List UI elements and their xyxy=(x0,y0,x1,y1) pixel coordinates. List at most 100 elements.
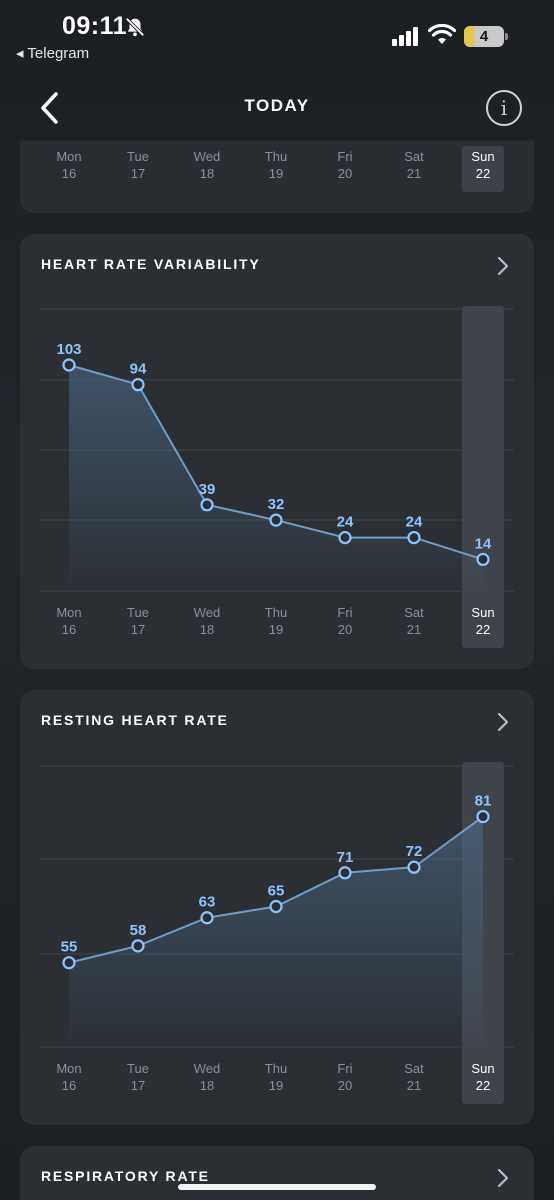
data-point[interactable] xyxy=(476,809,490,824)
back-chevron-icon[interactable] xyxy=(36,90,64,126)
weekday-date: 20 xyxy=(337,622,353,637)
chevron-right-icon[interactable] xyxy=(496,1168,510,1188)
data-point[interactable] xyxy=(200,498,214,512)
chevron-right-icon[interactable] xyxy=(496,712,510,732)
day-label-tue[interactable]: Tue 17 xyxy=(118,148,158,182)
rhr-card[interactable]: RESTING HEART RATE 55 58 63 65 71 72 81 Mon 16 Tu… xyxy=(20,690,534,1125)
data-label: 71 xyxy=(337,849,354,866)
day-label-thu[interactable]: Thu 19 xyxy=(256,1060,296,1094)
respiratory-rate-card[interactable]: RESPIRATORY RATE xyxy=(20,1146,534,1200)
day-label-mon[interactable]: Mon 16 xyxy=(49,148,89,182)
data-label: 24 xyxy=(337,514,354,531)
data-label: 39 xyxy=(199,481,216,498)
data-point[interactable] xyxy=(131,939,145,953)
day-label-fri[interactable]: Fri 20 xyxy=(325,604,365,638)
selected-day-highlight xyxy=(462,146,504,192)
page-title: TODAY xyxy=(244,96,310,115)
weekday-name: Tue xyxy=(127,149,149,164)
day-label-wed[interactable]: Wed 18 xyxy=(187,604,227,638)
weekday-date: 17 xyxy=(130,622,146,637)
weekday-name: Mon xyxy=(56,1061,82,1076)
weekday-name: Wed xyxy=(193,149,221,164)
data-point[interactable] xyxy=(338,530,352,545)
weekday-name: Sat xyxy=(404,605,424,620)
weekday-date: 19 xyxy=(268,622,284,637)
battery-level: 4 xyxy=(479,28,489,45)
data-label: 94 xyxy=(130,361,147,378)
weekday-name: Thu xyxy=(264,149,288,164)
weekday-date: 22 xyxy=(475,622,491,637)
line-chart: 55 58 63 65 71 72 81 xyxy=(40,765,514,1048)
weekday-date: 18 xyxy=(199,1078,215,1093)
status-time: 09:11 xyxy=(62,12,128,40)
weekday-name: Fri xyxy=(337,1061,353,1076)
weekday-date: 19 xyxy=(268,166,284,181)
info-icon: i xyxy=(500,96,508,120)
data-point[interactable] xyxy=(407,530,421,545)
weekday-date: 21 xyxy=(406,622,422,637)
data-point[interactable] xyxy=(62,358,76,372)
chevron-right-icon[interactable] xyxy=(496,256,510,276)
data-label: 81 xyxy=(475,793,492,810)
data-point[interactable] xyxy=(269,513,283,527)
day-label-mon[interactable]: Mon 16 xyxy=(49,1060,89,1094)
day-label-mon[interactable]: Mon 16 xyxy=(49,604,89,638)
weekday-date: 22 xyxy=(475,166,491,181)
data-point[interactable] xyxy=(338,866,352,880)
data-label: 103 xyxy=(56,341,81,358)
battery-level-fill xyxy=(464,26,474,47)
data-label: 58 xyxy=(130,922,147,939)
day-label-fri[interactable]: Fri 20 xyxy=(325,148,365,182)
weekday-date: 18 xyxy=(199,622,215,637)
day-label-wed[interactable]: Wed 18 xyxy=(187,148,227,182)
series-area xyxy=(69,364,483,590)
data-point[interactable] xyxy=(62,956,76,970)
hrv-card[interactable]: HEART RATE VARIABILITY 103 94 39 32 24 24 14 Mo… xyxy=(20,234,534,669)
hrv-card-title: HEART RATE VARIABILITY xyxy=(41,256,261,272)
day-label-thu[interactable]: Thu 19 xyxy=(256,148,296,182)
data-label: 32 xyxy=(268,496,285,513)
data-point[interactable] xyxy=(131,378,145,392)
weekday-name: Sat xyxy=(404,1061,424,1076)
day-label-wed[interactable]: Wed 18 xyxy=(187,1060,227,1094)
day-label-sun[interactable]: Sun 22 xyxy=(463,604,503,638)
info-button[interactable]: i xyxy=(486,90,522,126)
weekday-date: 16 xyxy=(61,1078,77,1093)
weekday-date: 19 xyxy=(268,1078,284,1093)
data-point[interactable] xyxy=(407,860,421,874)
back-to-app-link[interactable]: ◂ Telegram xyxy=(16,45,90,62)
day-label-thu[interactable]: Thu 19 xyxy=(256,604,296,638)
weekday-date: 16 xyxy=(61,166,77,181)
line-chart: 103 94 39 32 24 24 14 xyxy=(40,308,514,592)
weekday-name: Mon xyxy=(56,605,82,620)
weekday-name: Wed xyxy=(193,1061,221,1076)
day-label-tue[interactable]: Tue 17 xyxy=(118,604,158,638)
weekday-name: Thu xyxy=(264,1061,288,1076)
weekday-name: Tue xyxy=(127,605,149,620)
data-point[interactable] xyxy=(200,911,214,925)
day-label-sun[interactable]: Sun 22 xyxy=(463,148,503,182)
data-point[interactable] xyxy=(476,552,490,567)
day-label-sun[interactable]: Sun 22 xyxy=(463,1060,503,1094)
day-label-tue[interactable]: Tue 17 xyxy=(118,1060,158,1094)
series-area xyxy=(69,816,483,1047)
weekday-date: 22 xyxy=(475,1078,491,1093)
weekday-date: 21 xyxy=(406,1078,422,1093)
weekday-name: Mon xyxy=(56,149,82,164)
weekday-date: 20 xyxy=(337,1078,353,1093)
data-point[interactable] xyxy=(269,899,283,914)
weekday-name: Sun xyxy=(471,605,495,620)
day-label-fri[interactable]: Fri 20 xyxy=(325,1060,365,1094)
weekday-date: 16 xyxy=(61,622,77,637)
resp-card-title: RESPIRATORY RATE xyxy=(41,1168,210,1184)
weekday-name: Fri xyxy=(337,605,353,620)
day-label-sat[interactable]: Sat 21 xyxy=(394,604,434,638)
home-indicator[interactable] xyxy=(178,1184,376,1190)
rhr-card-title: RESTING HEART RATE xyxy=(41,712,229,728)
day-label-sat[interactable]: Sat 21 xyxy=(394,148,434,182)
day-label-sat[interactable]: Sat 21 xyxy=(394,1060,434,1094)
weekday-name: Sun xyxy=(471,1061,495,1076)
cellular-signal-icon xyxy=(392,27,418,46)
weekday-date: 20 xyxy=(337,166,353,181)
data-label: 55 xyxy=(61,939,78,956)
